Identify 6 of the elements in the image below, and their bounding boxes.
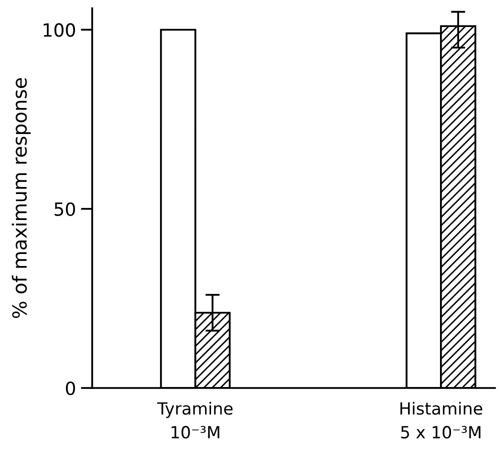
y-tick-label: 50 [54,202,76,216]
x-tick-label: Histamine 5 x 10⁻³M [400,402,482,439]
y-tick-label: 100 [44,23,76,37]
y-axis-title: % of maximum response [12,78,31,318]
y-tick-label: 0 [66,381,76,396]
x-tick-label: Tyramine 10⁻³M [157,402,233,439]
